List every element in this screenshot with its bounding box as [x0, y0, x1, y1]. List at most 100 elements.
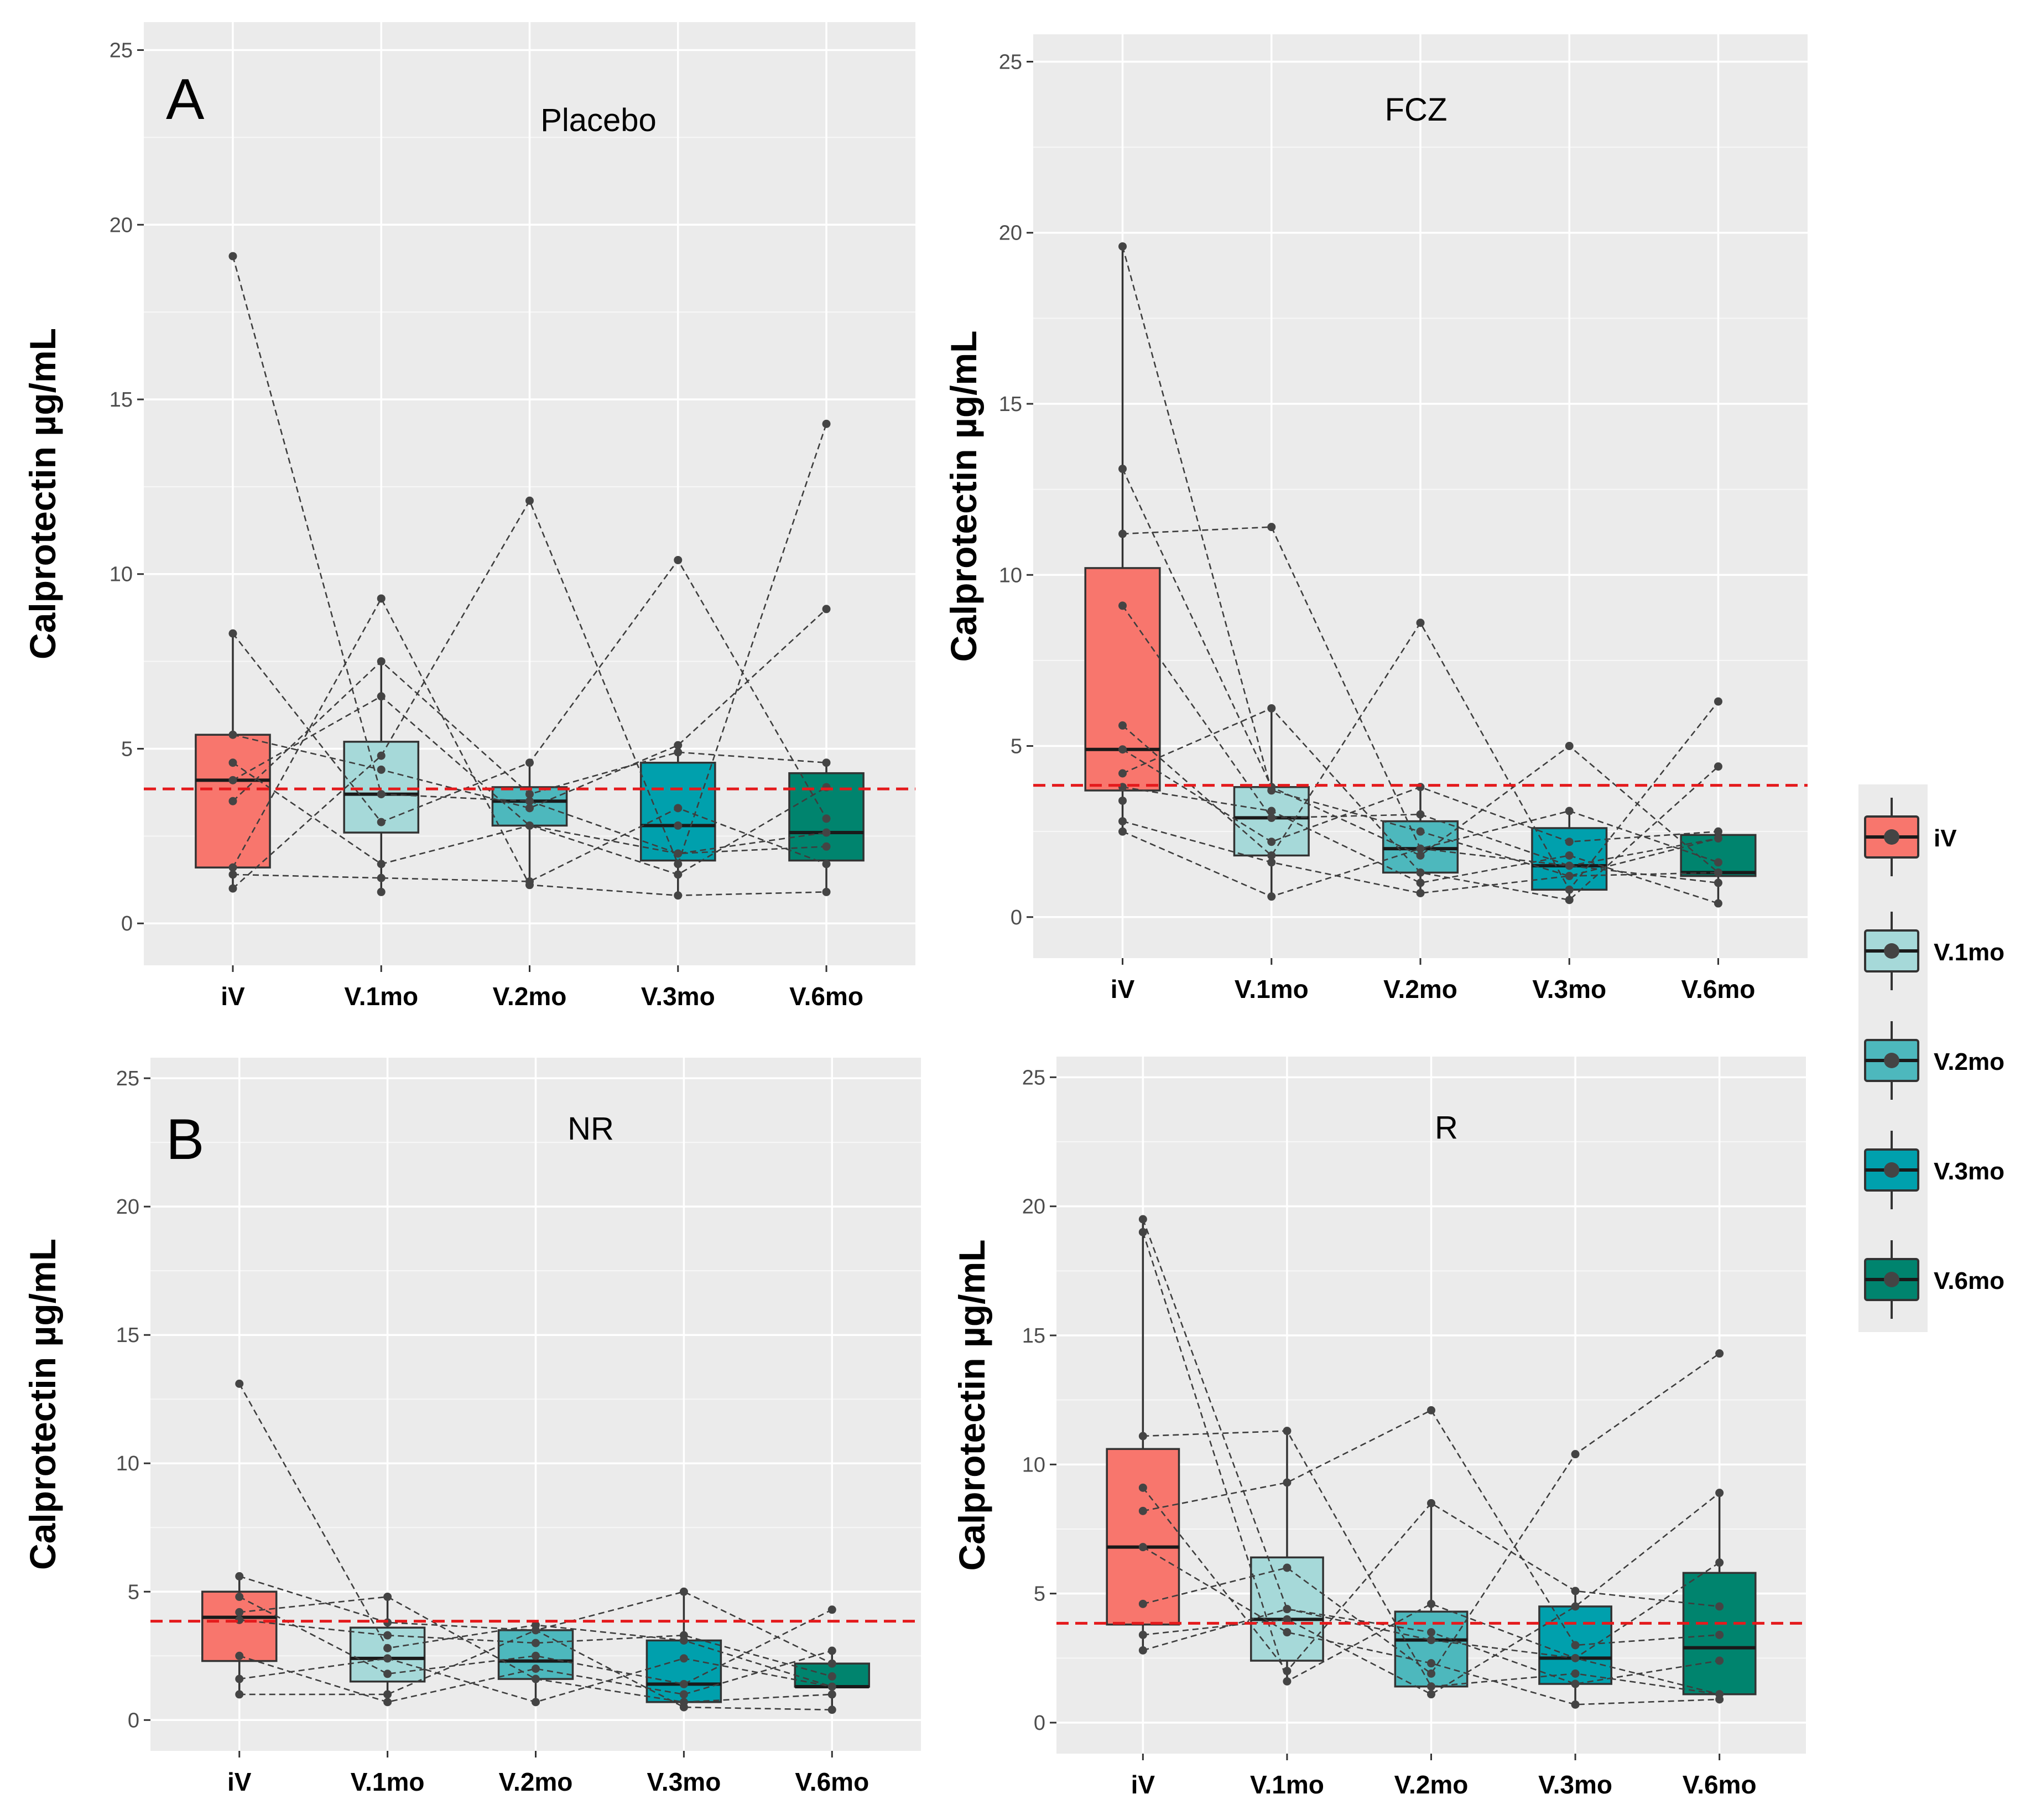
panel-fcz-data-point	[1267, 807, 1276, 815]
panel-fcz-data-point	[1565, 838, 1574, 846]
panel-placebo-data-point	[228, 730, 237, 739]
panel-r-data-point	[1427, 1669, 1435, 1678]
panel-r-data-point	[1427, 1628, 1435, 1637]
panel-fcz-data-point	[1416, 878, 1425, 887]
panel-fcz-tick-label-x: V.3mo	[1532, 975, 1606, 1003]
panel-nr-data-point	[532, 1698, 540, 1707]
panel-r-title: R	[1435, 1110, 1458, 1146]
panel-r-data-point	[1571, 1669, 1580, 1678]
panel-nr-tick-label-x: V.2mo	[499, 1767, 573, 1796]
panel-placebo-data-point	[822, 887, 831, 896]
panel-placebo-data-point	[822, 814, 831, 823]
panel-placebo-data-point	[822, 842, 831, 851]
panel-r-subject-line	[1143, 1430, 1720, 1695]
panel-placebo-tick-label-x: iV	[221, 982, 245, 1011]
legend-key-v6mo	[1861, 1227, 1925, 1332]
legend-key-point	[1884, 943, 1899, 959]
panel-nr-y-axis-label: Calprotectin µg/mL	[22, 1239, 63, 1570]
panel-r-data-point	[1715, 1558, 1724, 1567]
panel-r-data-point	[1138, 1630, 1147, 1639]
panel-nr-data-point	[235, 1690, 244, 1699]
panel-placebo-data-point	[377, 692, 386, 701]
panel-r-data-point	[1427, 1682, 1435, 1691]
panel-fcz-data-point	[1267, 704, 1276, 713]
panel-r-tick-label-x: iV	[1131, 1770, 1155, 1799]
legend-label: V.2mo	[1934, 1048, 2004, 1075]
panel-placebo-data-point	[377, 887, 386, 896]
panel-fcz-subject-line	[1122, 605, 1719, 884]
panel-nr-data-point	[383, 1654, 392, 1663]
panel-fcz-tick-label-y: 5	[1011, 735, 1022, 758]
panel-r-data-point	[1715, 1630, 1724, 1639]
panel-r-data-point	[1283, 1615, 1292, 1624]
panel-r-subject-line	[1142, 1487, 1720, 1672]
panel-fcz-data-point	[1714, 762, 1722, 771]
panel-r-subject-line	[1142, 1546, 1720, 1705]
panel-r-data-point	[1571, 1700, 1580, 1709]
panel-fcz-data-point	[1118, 529, 1127, 538]
panel-placebo-data-point	[377, 751, 386, 760]
panel-fcz-data-point	[1267, 523, 1276, 532]
panel-nr-data-point	[235, 1675, 244, 1683]
panel-placebo-data-point	[525, 804, 534, 813]
panel-nr-data-point	[827, 1605, 836, 1614]
panel-r-data-point	[1715, 1695, 1724, 1704]
legend-key-point	[1884, 1162, 1899, 1178]
panel-r-data-point	[1715, 1602, 1724, 1611]
panel-fcz-data-point	[1714, 899, 1722, 908]
legend-key-point	[1884, 1053, 1899, 1068]
panel-fcz-subject-line	[1122, 468, 1719, 873]
panel-r-data-point	[1571, 1641, 1580, 1650]
panel-placebo-data-point	[228, 797, 237, 805]
panel-placebo-data-point	[822, 605, 831, 613]
legend-label: iV	[1934, 825, 1957, 852]
panel-fcz-data-point	[1118, 817, 1127, 826]
legend-label: V.3mo	[1934, 1158, 2004, 1185]
panel-r-subject-line	[1143, 1353, 1720, 1675]
panel-placebo-tick-label-x: V.3mo	[641, 982, 715, 1011]
panel-placebo-data-point	[377, 860, 386, 869]
panel-r-subject-line	[1142, 1231, 1720, 1683]
panel-nr-data-point	[383, 1670, 392, 1678]
panel-placebo-tick-label-y: 20	[110, 214, 133, 237]
panel-placebo-data-point	[228, 870, 237, 879]
panel-placebo-letter: A	[166, 67, 205, 132]
panel-nr-tick-label-y: 10	[116, 1452, 139, 1475]
panel-fcz-data-point	[1118, 769, 1127, 778]
legend-label: V.6mo	[1934, 1267, 2004, 1294]
panel-fcz-data-point	[1416, 618, 1425, 627]
panel-r-data-point	[1427, 1690, 1435, 1699]
panel-nr-tick-label-y: 5	[128, 1580, 139, 1604]
panel-nr-data-point	[532, 1626, 540, 1635]
panel-nr-data-point	[235, 1572, 244, 1580]
panel-r-data-point	[1138, 1599, 1147, 1608]
panel-r-data-point	[1571, 1679, 1580, 1688]
panel-r-data-point	[1427, 1406, 1435, 1415]
panel-placebo-data-point	[674, 821, 683, 830]
panel-nr-title: NR	[567, 1111, 614, 1147]
panel-nr-data-point	[235, 1651, 244, 1660]
panel-r-data-point	[1427, 1659, 1435, 1668]
panel-placebo-data-point	[674, 741, 683, 750]
panel-fcz-data-point	[1118, 721, 1127, 730]
panel-placebo-data-point	[822, 860, 831, 869]
panel-placebo-subject-line	[232, 608, 827, 809]
panel-r-data-point	[1283, 1427, 1292, 1436]
panel-placebo-data-point	[377, 657, 386, 666]
panel-r-data-point	[1138, 1228, 1147, 1236]
panel-placebo-subject-line	[232, 423, 827, 890]
panel-nr-tick-label-x: V.1mo	[351, 1767, 425, 1796]
panel-nr-data-point	[235, 1608, 244, 1616]
panel-nr-data-point	[235, 1379, 244, 1388]
panel-fcz-tick-label-x: V.1mo	[1235, 975, 1309, 1003]
panel-fcz-data-point	[1416, 827, 1425, 836]
panel-r-data-point	[1138, 1483, 1147, 1492]
panel-r-data-point	[1283, 1563, 1292, 1572]
panel-placebo-title: Placebo	[540, 102, 657, 138]
panel-placebo-tick-label-x: V.6mo	[789, 982, 863, 1011]
panel-nr-data-point	[827, 1682, 836, 1691]
panel-fcz-data-point	[1565, 896, 1574, 904]
legend-key-point	[1884, 1272, 1899, 1287]
panel-fcz-data-point	[1416, 810, 1425, 819]
panel-nr-data-point	[827, 1659, 836, 1668]
